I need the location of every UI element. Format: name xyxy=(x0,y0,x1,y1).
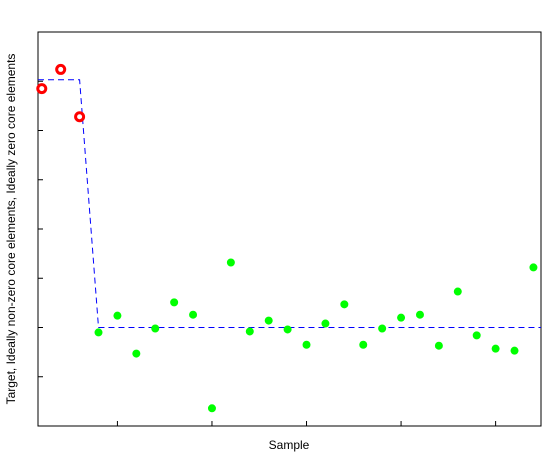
point xyxy=(226,258,235,267)
point xyxy=(415,310,424,319)
point xyxy=(170,298,179,307)
target-line xyxy=(38,79,541,328)
point xyxy=(529,263,538,272)
point xyxy=(453,287,462,296)
x-axis-label: Sample xyxy=(269,438,310,452)
point xyxy=(321,319,330,328)
point xyxy=(434,341,443,350)
point xyxy=(245,327,254,336)
y-axis-label: Target, Ideally non-zero core elements, … xyxy=(4,54,18,405)
point xyxy=(491,344,500,353)
point xyxy=(207,404,216,413)
point xyxy=(36,83,48,95)
point xyxy=(472,331,481,340)
point xyxy=(151,324,160,333)
point xyxy=(189,310,198,319)
point xyxy=(283,325,292,334)
plot-frame xyxy=(37,31,542,427)
point xyxy=(397,313,406,322)
point xyxy=(74,111,86,123)
point xyxy=(113,311,122,320)
point xyxy=(55,63,67,75)
point xyxy=(264,316,273,325)
point xyxy=(340,300,349,309)
point xyxy=(94,328,103,337)
point xyxy=(510,346,519,355)
point xyxy=(378,324,387,333)
point xyxy=(359,340,368,349)
point xyxy=(132,349,141,358)
point xyxy=(302,340,311,349)
